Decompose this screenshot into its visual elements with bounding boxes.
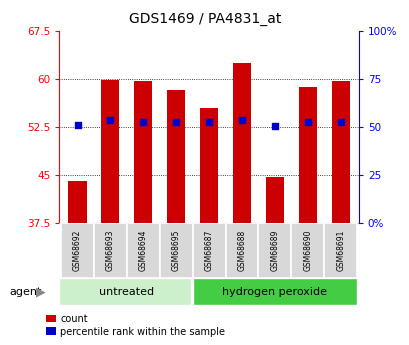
Text: GSM68694: GSM68694 [139, 229, 148, 271]
Bar [101, 80, 119, 223]
Bar [265, 177, 283, 223]
Point [337, 119, 343, 125]
Text: ▶: ▶ [36, 286, 45, 299]
Bar [94, 223, 126, 278]
Text: GSM68689: GSM68689 [270, 229, 279, 271]
Text: GSM68691: GSM68691 [335, 229, 344, 271]
Point [304, 119, 310, 125]
Text: GSM68687: GSM68687 [204, 229, 213, 271]
Bar [200, 108, 218, 223]
Text: GSM68695: GSM68695 [171, 229, 180, 271]
Text: GSM68690: GSM68690 [303, 229, 312, 271]
Point [238, 117, 245, 123]
Text: untreated: untreated [99, 287, 154, 296]
Point [107, 117, 113, 123]
Text: GSM68692: GSM68692 [73, 229, 82, 271]
Text: hydrogen peroxide: hydrogen peroxide [222, 287, 326, 296]
Bar [225, 223, 258, 278]
Bar [59, 278, 191, 305]
Bar [232, 63, 250, 223]
Bar [331, 81, 349, 223]
Bar [291, 223, 324, 278]
Text: agent: agent [9, 287, 41, 296]
Point [140, 119, 146, 125]
Point [205, 119, 212, 125]
Point [74, 122, 81, 128]
Bar [258, 223, 291, 278]
Bar [134, 81, 152, 223]
Text: GDS1469 / PA4831_at: GDS1469 / PA4831_at [128, 12, 281, 26]
Text: GSM68693: GSM68693 [106, 229, 115, 271]
Bar [167, 90, 185, 223]
Text: GSM68688: GSM68688 [237, 229, 246, 271]
Legend: count, percentile rank within the sample: count, percentile rank within the sample [46, 314, 225, 337]
Bar [192, 278, 356, 305]
Bar [68, 181, 86, 223]
Point [271, 123, 277, 129]
Bar [324, 223, 356, 278]
Point [173, 119, 179, 125]
Bar [192, 223, 225, 278]
Bar [126, 223, 160, 278]
Bar [61, 223, 94, 278]
Bar [160, 223, 192, 278]
Bar [298, 87, 316, 223]
